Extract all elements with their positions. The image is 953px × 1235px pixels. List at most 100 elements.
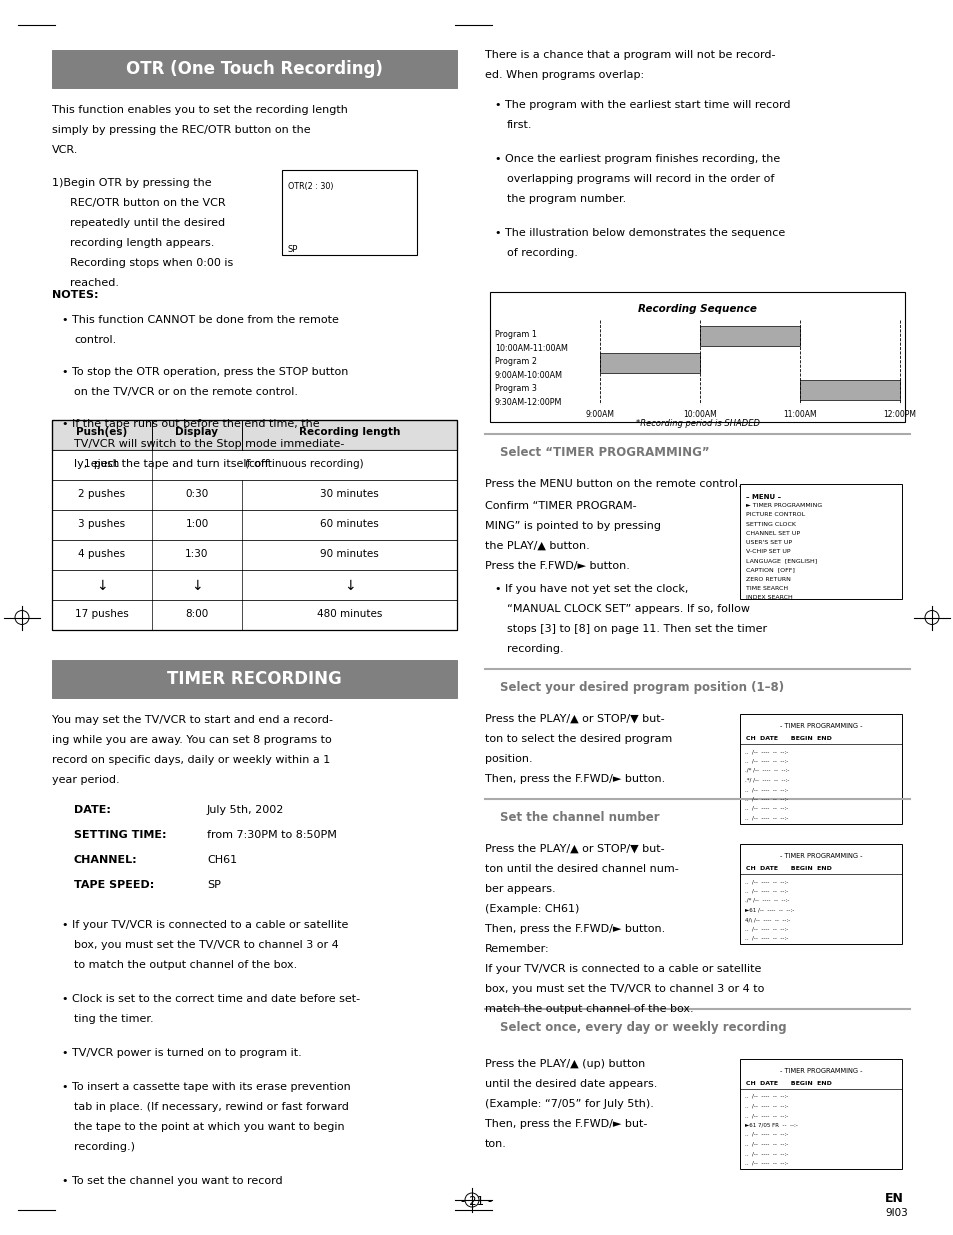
Text: • The illustration below demonstrates the sequence: • The illustration below demonstrates th… bbox=[495, 228, 784, 238]
Text: 30 minutes: 30 minutes bbox=[320, 489, 378, 499]
Text: TIMER RECORDING: TIMER RECORDING bbox=[167, 671, 341, 688]
Text: TIME SEARCH: TIME SEARCH bbox=[745, 585, 787, 592]
Text: recording.): recording.) bbox=[74, 1142, 135, 1152]
Text: INDEX SEARCH: INDEX SEARCH bbox=[745, 595, 792, 600]
Text: 1)Begin OTR by pressing the: 1)Begin OTR by pressing the bbox=[52, 178, 212, 188]
Text: ..  /--  ----  --  --:-: .. /-- ---- -- --:- bbox=[744, 1141, 787, 1146]
Text: • To stop the OTR operation, press the STOP button: • To stop the OTR operation, press the S… bbox=[62, 367, 348, 377]
Text: Select your desired program position (1–8): Select your desired program position (1–… bbox=[499, 680, 783, 694]
Bar bbox=[52, 659, 456, 698]
Text: VCR.: VCR. bbox=[52, 144, 78, 156]
Text: 9:30AM-12:00PM: 9:30AM-12:00PM bbox=[495, 398, 561, 408]
Text: on the TV/VCR or on the remote control.: on the TV/VCR or on the remote control. bbox=[74, 387, 297, 396]
Text: REC/OTR button on the VCR: REC/OTR button on the VCR bbox=[70, 198, 226, 207]
Bar bbox=[282, 170, 416, 254]
Text: CHANNEL SET UP: CHANNEL SET UP bbox=[745, 531, 800, 536]
Text: 9:00AM: 9:00AM bbox=[585, 410, 614, 419]
Text: CH  DATE      BEGIN  END: CH DATE BEGIN END bbox=[745, 736, 831, 741]
Text: of recording.: of recording. bbox=[506, 248, 578, 258]
Text: ting the timer.: ting the timer. bbox=[74, 1014, 153, 1024]
Text: Select “TIMER PROGRAMMING”: Select “TIMER PROGRAMMING” bbox=[499, 446, 709, 459]
Bar bbox=[740, 714, 901, 824]
Text: Press the PLAY/▲ or STOP/▼ but-: Press the PLAY/▲ or STOP/▼ but- bbox=[484, 714, 664, 724]
Text: 8:00: 8:00 bbox=[185, 609, 209, 619]
Text: 9I03: 9I03 bbox=[884, 1208, 907, 1218]
Text: ly, eject the tape and turn itself off.: ly, eject the tape and turn itself off. bbox=[74, 459, 272, 469]
Text: ./* /--  ----  --  --:-: ./* /-- ---- -- --:- bbox=[744, 898, 788, 903]
Text: ton.: ton. bbox=[484, 1139, 506, 1149]
Text: (Example: “7/05” for July 5th).: (Example: “7/05” for July 5th). bbox=[484, 1099, 653, 1109]
Text: ..  /--  ----  --  --:-: .. /-- ---- -- --:- bbox=[744, 787, 787, 792]
Text: Then, press the F.FWD/► button.: Then, press the F.FWD/► button. bbox=[484, 774, 664, 784]
Text: There is a chance that a program will not be record-: There is a chance that a program will no… bbox=[484, 49, 775, 61]
Text: recording length appears.: recording length appears. bbox=[70, 238, 214, 248]
Text: • Once the earliest program finishes recording, the: • Once the earliest program finishes rec… bbox=[495, 154, 780, 164]
Text: - TIMER PROGRAMMING -: - TIMER PROGRAMMING - bbox=[779, 853, 862, 860]
Text: Program 3: Program 3 bbox=[495, 384, 537, 393]
Text: SP: SP bbox=[288, 245, 298, 254]
Text: the program number.: the program number. bbox=[506, 194, 625, 204]
Text: • This function CANNOT be done from the remote: • This function CANNOT be done from the … bbox=[62, 315, 338, 325]
Text: SETTING TIME:: SETTING TIME: bbox=[74, 830, 167, 840]
Text: CH61: CH61 bbox=[207, 855, 237, 864]
Text: Then, press the F.FWD/► but-: Then, press the F.FWD/► but- bbox=[484, 1119, 647, 1129]
Text: 10:00AM: 10:00AM bbox=[682, 410, 716, 419]
Text: ►61 7/05 FR  --  --:-: ►61 7/05 FR -- --:- bbox=[744, 1123, 797, 1128]
Bar bbox=[52, 510, 456, 540]
Text: overlapping programs will record in the order of: overlapping programs will record in the … bbox=[506, 174, 774, 184]
Text: ..  /--  ----  --  --:-: .. /-- ---- -- --:- bbox=[744, 879, 787, 884]
Text: ton to select the desired program: ton to select the desired program bbox=[484, 734, 672, 743]
Text: 1 push: 1 push bbox=[84, 459, 119, 469]
Text: Program 2: Program 2 bbox=[495, 357, 537, 366]
Text: You may set the TV/VCR to start and end a record-: You may set the TV/VCR to start and end … bbox=[52, 715, 333, 725]
Text: Recording Sequence: Recording Sequence bbox=[638, 304, 756, 314]
Text: Press the PLAY/▲ (up) button: Press the PLAY/▲ (up) button bbox=[484, 1058, 644, 1070]
Text: USER'S SET UP: USER'S SET UP bbox=[745, 540, 791, 545]
Bar bbox=[52, 420, 456, 450]
Text: 9:00AM-10:00AM: 9:00AM-10:00AM bbox=[495, 370, 562, 380]
Text: ..  /--  ----  --  --:-: .. /-- ---- -- --:- bbox=[744, 806, 787, 811]
Text: CAPTION  [OFF]: CAPTION [OFF] bbox=[745, 568, 794, 573]
Bar bbox=[740, 484, 901, 599]
Text: Remember:: Remember: bbox=[484, 944, 549, 953]
Text: ZERO RETURN: ZERO RETURN bbox=[745, 577, 790, 582]
Text: ►61 /--  ----  --  --:-: ►61 /-- ---- -- --:- bbox=[744, 908, 794, 913]
Text: OTR (One Touch Recording): OTR (One Touch Recording) bbox=[126, 61, 382, 78]
Text: ..  /--  ----  --  --:-: .. /-- ---- -- --:- bbox=[744, 926, 787, 931]
Text: - TIMER PROGRAMMING -: - TIMER PROGRAMMING - bbox=[779, 1068, 862, 1074]
Text: ..  /--  ----  --  --:-: .. /-- ---- -- --:- bbox=[744, 1132, 787, 1137]
Text: from 7:30PM to 8:50PM: from 7:30PM to 8:50PM bbox=[207, 830, 336, 840]
Text: until the desired date appears.: until the desired date appears. bbox=[484, 1079, 657, 1089]
Text: SETTING CLOCK: SETTING CLOCK bbox=[745, 521, 795, 526]
Text: .*/ /--  ----  --  --:-: .*/ /-- ---- -- --:- bbox=[744, 778, 788, 783]
Text: Press the F.FWD/► button.: Press the F.FWD/► button. bbox=[484, 561, 629, 571]
Text: 90 minutes: 90 minutes bbox=[320, 550, 378, 559]
Text: ► TIMER PROGRAMMING: ► TIMER PROGRAMMING bbox=[745, 503, 821, 508]
Text: 1:00: 1:00 bbox=[185, 519, 209, 529]
Text: simply by pressing the REC/OTR button on the: simply by pressing the REC/OTR button on… bbox=[52, 125, 311, 135]
Text: ..  /--  ----  --  --:-: .. /-- ---- -- --:- bbox=[744, 1113, 787, 1118]
Text: the PLAY/▲ button.: the PLAY/▲ button. bbox=[484, 541, 589, 551]
Text: • If you have not yet set the clock,: • If you have not yet set the clock, bbox=[495, 584, 688, 594]
Text: control.: control. bbox=[74, 335, 116, 345]
Text: ber appears.: ber appears. bbox=[484, 884, 555, 894]
Text: stops [3] to [8] on page 11. Then set the timer: stops [3] to [8] on page 11. Then set th… bbox=[506, 624, 766, 634]
Text: 4/\ /--  ----  --  --:-: 4/\ /-- ---- -- --:- bbox=[744, 918, 789, 923]
Bar bbox=[52, 450, 456, 480]
Text: TV/VCR will switch to the Stop mode immediate-: TV/VCR will switch to the Stop mode imme… bbox=[74, 438, 344, 450]
Text: - TIMER PROGRAMMING -: - TIMER PROGRAMMING - bbox=[779, 722, 862, 729]
Text: Press the PLAY/▲ or STOP/▼ but-: Press the PLAY/▲ or STOP/▼ but- bbox=[484, 844, 664, 853]
Text: box, you must set the TV/VCR to channel 3 or 4: box, you must set the TV/VCR to channel … bbox=[74, 940, 338, 950]
Text: recording.: recording. bbox=[506, 643, 563, 655]
Text: tab in place. (If necessary, rewind or fast forward: tab in place. (If necessary, rewind or f… bbox=[74, 1102, 349, 1112]
Bar bbox=[599, 353, 700, 373]
Text: – MENU –: – MENU – bbox=[745, 494, 781, 500]
Text: ..  /--  ----  --  --:-: .. /-- ---- -- --:- bbox=[744, 797, 787, 802]
Bar bbox=[52, 480, 456, 510]
Text: DATE:: DATE: bbox=[74, 805, 111, 815]
Text: EN: EN bbox=[884, 1192, 902, 1205]
Text: SP: SP bbox=[207, 881, 221, 890]
Text: • If the tape runs out before the end time, the: • If the tape runs out before the end ti… bbox=[62, 419, 319, 429]
Text: 11:00AM: 11:00AM bbox=[782, 410, 816, 419]
Text: (continuous recording): (continuous recording) bbox=[245, 459, 363, 469]
